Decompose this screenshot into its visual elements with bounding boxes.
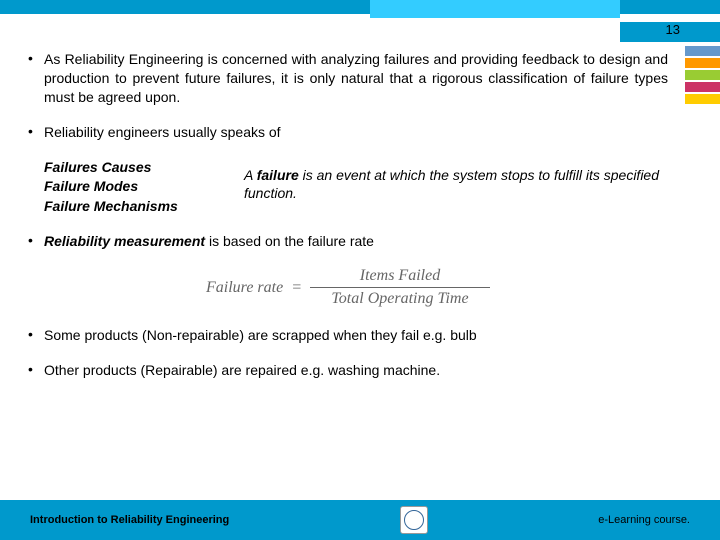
term-1: Failures Causes	[44, 158, 244, 178]
bullet-1: • As Reliability Engineering is concerne…	[28, 50, 668, 107]
bullet-4: • Some products (Non-repairable) are scr…	[28, 326, 668, 345]
bullet-text: Reliability measurement is based on the …	[44, 232, 668, 251]
formula-lhs: Failure rate	[206, 279, 283, 297]
formula-num: Items Failed	[360, 267, 440, 285]
footer-right-text: e-Learning course.	[598, 514, 690, 526]
header-cyan	[370, 0, 620, 18]
bullet-mark: •	[28, 361, 44, 380]
b3-rest: is based on the failure rate	[205, 233, 374, 249]
terms-definition-row: Failures Causes Failure Modes Failure Me…	[44, 158, 668, 217]
logo-circle-icon	[404, 510, 424, 530]
def-post: is an event at which the system stops to…	[244, 167, 659, 202]
def-bold: failure	[257, 167, 299, 183]
definition-text: A failure is an event at which the syste…	[244, 158, 668, 217]
bullet-text: Other products (Repairable) are repaired…	[44, 361, 668, 380]
term-3: Failure Mechanisms	[44, 197, 244, 217]
bullet-mark: •	[28, 326, 44, 345]
bullet-mark: •	[28, 232, 44, 251]
stripe-1	[685, 46, 720, 56]
footer-bar: Introduction to Reliability Engineering …	[0, 500, 720, 540]
bullet-3: • Reliability measurement is based on th…	[28, 232, 668, 251]
b3-prefix: Reliability measurement	[44, 233, 205, 249]
bullet-text: As Reliability Engineering is concerned …	[44, 50, 668, 107]
bullet-mark: •	[28, 123, 44, 142]
def-pre: A	[244, 167, 257, 183]
footer-left-text: Introduction to Reliability Engineering	[30, 514, 229, 526]
bullet-text: Some products (Non-repairable) are scrap…	[44, 326, 668, 345]
terms-list: Failures Causes Failure Modes Failure Me…	[44, 158, 244, 217]
formula-eq: =	[291, 279, 302, 297]
bullet-5: • Other products (Repairable) are repair…	[28, 361, 668, 380]
stripe-2	[685, 58, 720, 68]
stripe-3	[685, 70, 720, 80]
page-number: 13	[666, 22, 680, 37]
content-area: • As Reliability Engineering is concerne…	[28, 50, 668, 396]
bullet-2: • Reliability engineers usually speaks o…	[28, 123, 668, 142]
stripe-4	[685, 82, 720, 92]
bullet-mark: •	[28, 50, 44, 107]
formula-fraction: Items Failed Total Operating Time	[310, 267, 490, 308]
fraction-line	[310, 287, 490, 288]
stripe-5	[685, 94, 720, 104]
failure-rate-formula: Failure rate = Items Failed Total Operat…	[28, 267, 668, 308]
term-2: Failure Modes	[44, 177, 244, 197]
footer-logo	[400, 506, 428, 534]
bullet-text: Reliability engineers usually speaks of	[44, 123, 668, 142]
formula-den: Total Operating Time	[331, 290, 468, 308]
